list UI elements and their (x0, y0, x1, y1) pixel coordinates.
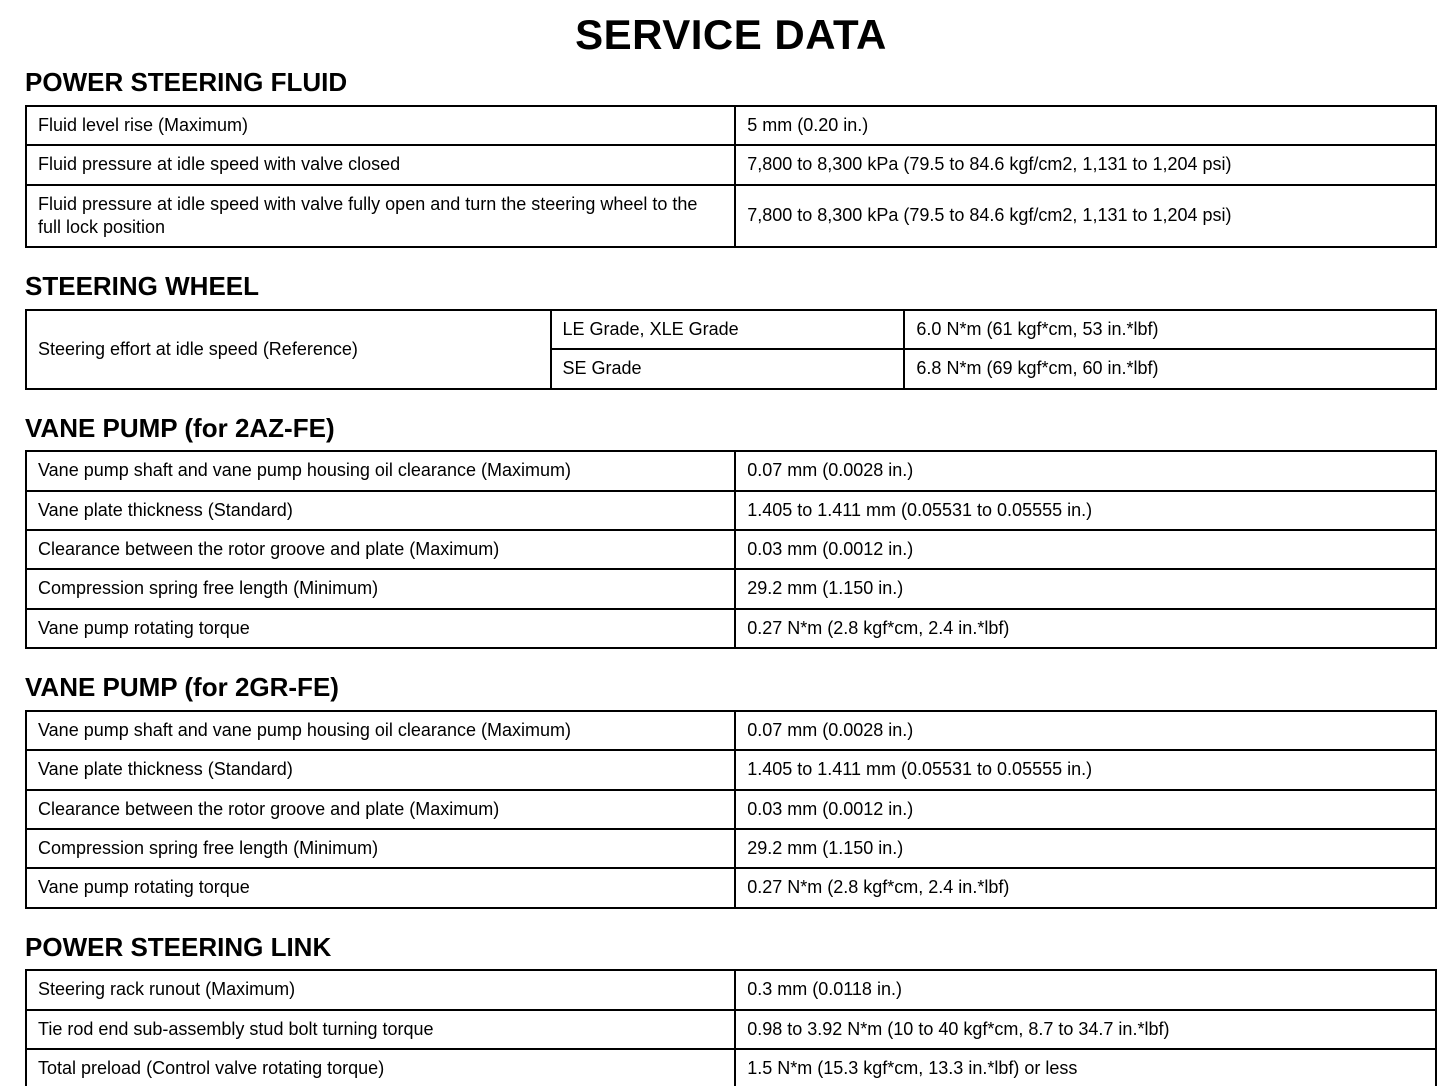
table-row: Clearance between the rotor groove and p… (24, 788, 1437, 831)
table-row: Clearance between the rotor groove and p… (24, 529, 1437, 571)
spec-label: Clearance between the rotor groove and p… (24, 788, 737, 831)
spec-grade: SE Grade (549, 348, 906, 390)
table-row: Steering rack runout (Maximum) 0.3 mm (0… (24, 969, 1437, 1011)
spec-label: Fluid level rise (Maximum) (24, 104, 737, 147)
spec-label: Vane pump shaft and vane pump housing oi… (24, 450, 737, 492)
table-row: Fluid pressure at idle speed with valve … (24, 144, 1437, 186)
section-power-steering-fluid: POWER STEERING FLUID Fluid level rise (M… (24, 67, 1437, 249)
spec-value: 7,800 to 8,300 kPa (79.5 to 84.6 kgf/cm2… (734, 183, 1437, 249)
power-steering-link-table: Steering rack runout (Maximum) 0.3 mm (0… (24, 969, 1437, 1086)
table-row: Fluid pressure at idle speed with valve … (24, 183, 1437, 249)
spec-label: Clearance between the rotor groove and p… (24, 529, 737, 571)
section-power-steering-link: POWER STEERING LINK Steering rack runout… (24, 931, 1437, 1086)
spec-value: 5 mm (0.20 in.) (734, 104, 1437, 147)
spec-value: 1.405 to 1.411 mm (0.05531 to 0.05555 in… (734, 749, 1437, 791)
page-title: SERVICE DATA (575, 11, 887, 58)
power-steering-fluid-table: Fluid level rise (Maximum) 5 mm (0.20 in… (24, 104, 1437, 249)
spec-label: Vane pump rotating torque (24, 867, 737, 909)
spec-value: 0.27 N*m (2.8 kgf*cm, 2.4 in.*lbf) (734, 867, 1437, 909)
spec-value: 0.03 mm (0.0012 in.) (734, 788, 1437, 831)
table-row: Tie rod end sub-assembly stud bolt turni… (24, 1008, 1437, 1051)
spec-label: Steering effort at idle speed (Reference… (25, 308, 552, 390)
spec-label: Total preload (Control valve rotating to… (24, 1048, 737, 1086)
table-row: Compression spring free length (Minimum)… (24, 568, 1437, 610)
table-row: Vane pump shaft and vane pump housing oi… (24, 450, 1437, 492)
steering-wheel-table: Steering effort at idle speed (Reference… (25, 308, 1437, 390)
section-heading-vane-pump-2az-fe: VANE PUMP (for 2AZ-FE) (25, 412, 335, 443)
section-vane-pump-2gr-fe: VANE PUMP (for 2GR-FE) Vane pump shaft a… (24, 672, 1437, 909)
table-row: Vane pump shaft and vane pump housing oi… (24, 709, 1437, 752)
spec-value: 0.07 mm (0.0028 in.) (734, 709, 1437, 752)
spec-label: Tie rod end sub-assembly stud bolt turni… (24, 1008, 737, 1051)
spec-value: 0.27 N*m (2.8 kgf*cm, 2.4 in.*lbf) (734, 607, 1437, 650)
section-heading-power-steering-link: POWER STEERING LINK (25, 931, 332, 962)
spec-value: 6.0 N*m (61 kgf*cm, 53 in.*lbf) (903, 308, 1437, 351)
spec-value: 1.405 to 1.411 mm (0.05531 to 0.05555 in… (734, 489, 1437, 532)
spec-value: 7,800 to 8,300 kPa (79.5 to 84.6 kgf/cm2… (734, 144, 1437, 186)
section-heading-steering-wheel: STEERING WHEEL (25, 271, 260, 302)
spec-value: 0.07 mm (0.0028 in.) (734, 450, 1437, 492)
spec-label: Vane pump shaft and vane pump housing oi… (24, 709, 737, 752)
spec-value: 0.98 to 3.92 N*m (10 to 40 kgf*cm, 8.7 t… (734, 1008, 1437, 1051)
vane-pump-2gr-fe-table: Vane pump shaft and vane pump housing oi… (24, 709, 1437, 909)
section-heading-power-steering-fluid: POWER STEERING FLUID (25, 67, 348, 98)
spec-label: Fluid pressure at idle speed with valve … (24, 183, 737, 249)
table-row: Vane plate thickness (Standard) 1.405 to… (24, 489, 1437, 532)
table-row: Fluid level rise (Maximum) 5 mm (0.20 in… (24, 104, 1437, 147)
spec-value: 29.2 mm (1.150 in.) (734, 568, 1437, 610)
spec-label: Fluid pressure at idle speed with valve … (24, 144, 737, 186)
spec-label: Steering rack runout (Maximum) (24, 969, 737, 1011)
table-row: Compression spring free length (Minimum)… (24, 828, 1437, 870)
section-steering-wheel: STEERING WHEEL Steering effort at idle s… (25, 271, 1437, 390)
spec-value: 29.2 mm (1.150 in.) (734, 828, 1437, 870)
spec-value: 1.5 N*m (15.3 kgf*cm, 13.3 in.*lbf) or l… (734, 1048, 1437, 1086)
spec-grade: LE Grade, XLE Grade (549, 308, 906, 351)
table-row: Vane pump rotating torque 0.27 N*m (2.8 … (24, 867, 1437, 909)
spec-value: 6.8 N*m (69 kgf*cm, 60 in.*lbf) (903, 348, 1437, 390)
section-vane-pump-2az-fe: VANE PUMP (for 2AZ-FE) Vane pump shaft a… (24, 412, 1437, 650)
section-heading-vane-pump-2gr-fe: VANE PUMP (for 2GR-FE) (25, 672, 339, 703)
spec-label: Compression spring free length (Minimum) (24, 828, 737, 870)
vane-pump-2az-fe-table: Vane pump shaft and vane pump housing oi… (24, 450, 1437, 650)
table-row: SE Grade 6.8 N*m (69 kgf*cm, 60 in.*lbf) (26, 348, 1437, 390)
spec-value: 0.03 mm (0.0012 in.) (734, 529, 1437, 571)
spec-value: 0.3 mm (0.0118 in.) (734, 969, 1437, 1011)
table-row: Steering effort at idle speed (Reference… (25, 308, 1437, 390)
table-row: Vane plate thickness (Standard) 1.405 to… (24, 749, 1437, 791)
spec-label: Vane pump rotating torque (24, 607, 737, 650)
spec-label: Compression spring free length (Minimum) (24, 568, 737, 610)
table-row: Total preload (Control valve rotating to… (24, 1048, 1437, 1086)
spec-label: Vane plate thickness (Standard) (24, 749, 737, 791)
table-row: Vane pump rotating torque 0.27 N*m (2.8 … (24, 607, 1437, 650)
spec-label: Vane plate thickness (Standard) (24, 489, 737, 532)
